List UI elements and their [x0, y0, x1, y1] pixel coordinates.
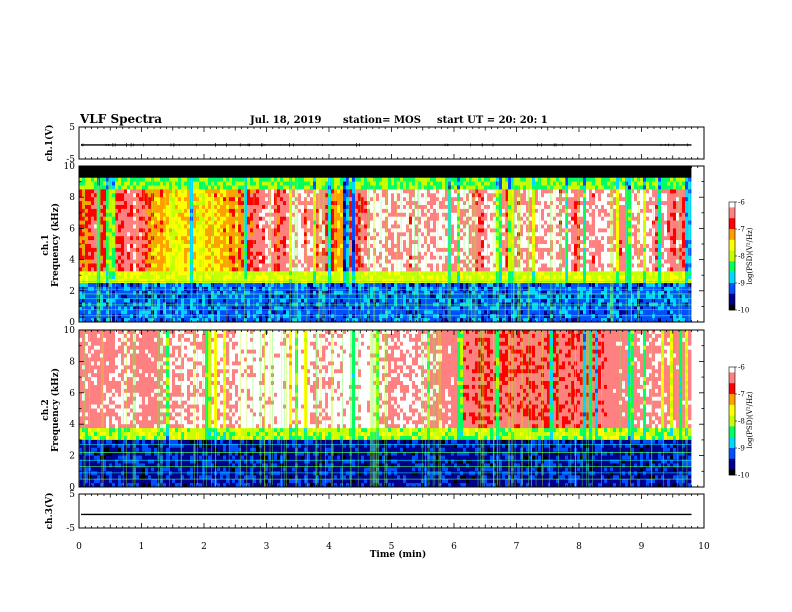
panel-1-ytick-label: 5 [69, 123, 75, 133]
colorbar-2-tick-label: -10 [738, 472, 749, 480]
x-tick-label: 0 [76, 542, 82, 552]
colorbars: -6 -7 -8 -9 -10 -6 -7 -8 -9 -10 [728, 199, 749, 480]
x-tick-label: 6 [451, 542, 457, 552]
x-tick-label: 5 [389, 542, 395, 552]
ch1-spectrogram-image [78, 166, 704, 323]
x-tick-label: 4 [326, 542, 332, 552]
colorbar-2-tick-label: -9 [738, 445, 745, 453]
ch3-waveform-ylabel: ch.3(V) [44, 493, 55, 530]
panel-3-ytick-label: 8 [69, 357, 75, 367]
figure-title: VLF Spectra [79, 112, 162, 126]
x-tick-label: 2 [201, 542, 207, 552]
x-axis-label: Time (min) [370, 549, 427, 560]
header-station: station= MOS [343, 115, 421, 126]
panel-2-ytick-label: 2 [69, 287, 75, 297]
colorbar-1-tick-label: -8 [738, 253, 745, 261]
panel-1-ytick-label: -5 [66, 155, 75, 165]
panel-2-ytick-label: 10 [64, 162, 76, 172]
x-tick-label: 9 [639, 542, 645, 552]
colorbar-1-tick-label: -10 [738, 307, 749, 315]
ch1-spectrogram-ylabel-frequency: Frequency (kHz) [50, 203, 61, 287]
header-start-ut: start UT = 20: 20: 1 [437, 115, 548, 126]
panel-2-ytick-label: 8 [69, 193, 75, 203]
x-tick-label: 8 [576, 542, 582, 552]
panel-2-ytick-label: 6 [69, 224, 75, 234]
panel-3-ytick-label: 2 [69, 452, 75, 462]
ch2-spectrogram-ylabel-channel: ch.2 [41, 399, 51, 420]
ch2-spectrogram-ylabel-frequency: Frequency (kHz) [50, 368, 61, 452]
ch1-colorbar-label: log(PSD)(V²/Hz) [746, 227, 754, 284]
ch1-waveform-trace [81, 143, 692, 147]
colorbar-1-tick-label: -6 [738, 199, 745, 207]
panel-2-ytick-label: 4 [69, 256, 75, 266]
panel-3-ytick-label: 0 [69, 483, 75, 493]
ch1-waveform-ylabel: ch.1(V) [44, 125, 55, 162]
panel-4-ytick-label: 5 [69, 490, 75, 500]
ch1-spectrogram-ylabel-channel: ch.1 [41, 234, 51, 255]
header-date: Jul. 18, 2019 [249, 115, 322, 126]
panel-3-ytick-label: 6 [69, 389, 75, 399]
colorbar-1-tick-label: -9 [738, 280, 745, 288]
ch2-spectrogram-image [79, 330, 704, 488]
x-tick-label: 7 [514, 542, 520, 552]
x-tick-label: 3 [264, 542, 270, 552]
panel-frame-4 [78, 493, 705, 529]
colorbar-1-tick-label: -7 [738, 226, 745, 234]
panel-3-ytick-label: 10 [64, 326, 76, 336]
ch2-colorbar-label: log(PSD)(V²/Hz) [746, 391, 754, 448]
colorbar-2-tick-label: -7 [738, 391, 745, 399]
x-tick-label: 1 [139, 542, 145, 552]
x-tick-label: 10 [698, 542, 710, 552]
colorbar-2-tick-label: -8 [738, 418, 745, 426]
panel-3-ytick-label: 4 [69, 420, 75, 430]
panel-4-ytick-label: -5 [66, 524, 75, 534]
colorbar-2-tick-label: -6 [738, 364, 745, 372]
panel-2-ytick-label: 0 [69, 318, 75, 328]
